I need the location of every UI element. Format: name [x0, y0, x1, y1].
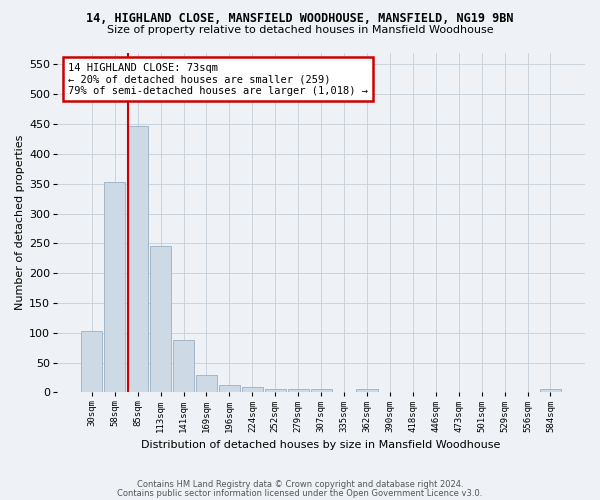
Bar	[150, 246, 171, 392]
Bar	[265, 390, 286, 392]
Bar	[242, 387, 263, 392]
Bar	[356, 390, 377, 392]
Y-axis label: Number of detached properties: Number of detached properties	[15, 135, 25, 310]
Text: Size of property relative to detached houses in Mansfield Woodhouse: Size of property relative to detached ho…	[107, 25, 493, 35]
Text: 14, HIGHLAND CLOSE, MANSFIELD WOODHOUSE, MANSFIELD, NG19 9BN: 14, HIGHLAND CLOSE, MANSFIELD WOODHOUSE,…	[86, 12, 514, 26]
Bar	[196, 374, 217, 392]
Text: Contains HM Land Registry data © Crown copyright and database right 2024.: Contains HM Land Registry data © Crown c…	[137, 480, 463, 489]
Bar	[287, 390, 309, 392]
Bar	[104, 182, 125, 392]
Text: 14 HIGHLAND CLOSE: 73sqm
← 20% of detached houses are smaller (259)
79% of semi-: 14 HIGHLAND CLOSE: 73sqm ← 20% of detach…	[68, 62, 368, 96]
Bar	[219, 384, 240, 392]
Bar	[173, 340, 194, 392]
Bar	[127, 126, 148, 392]
Bar	[540, 390, 561, 392]
Text: Contains public sector information licensed under the Open Government Licence v3: Contains public sector information licen…	[118, 488, 482, 498]
X-axis label: Distribution of detached houses by size in Mansfield Woodhouse: Distribution of detached houses by size …	[142, 440, 501, 450]
Bar	[81, 331, 103, 392]
Bar	[311, 390, 332, 392]
